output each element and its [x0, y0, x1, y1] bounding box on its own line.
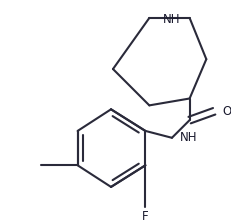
Text: NH: NH	[163, 13, 181, 26]
Text: NH: NH	[180, 131, 197, 144]
Text: F: F	[142, 210, 149, 223]
Text: O: O	[222, 105, 231, 118]
